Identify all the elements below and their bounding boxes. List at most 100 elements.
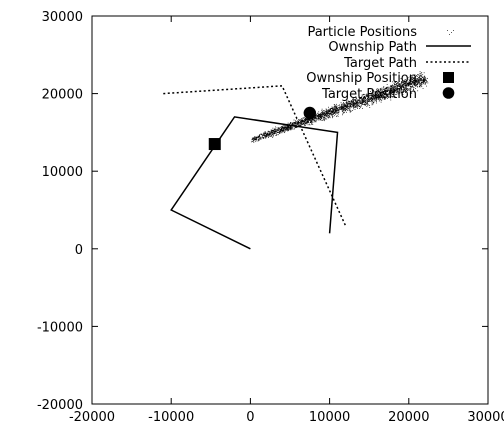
particle-point xyxy=(380,92,382,94)
particle-point xyxy=(405,83,407,85)
particle-point xyxy=(414,81,416,83)
particle-point xyxy=(333,111,335,113)
particle-point xyxy=(288,129,290,131)
particle-point xyxy=(396,91,398,92)
particle-point xyxy=(371,98,373,100)
particle-point xyxy=(402,82,404,83)
particle-point xyxy=(375,97,376,98)
particle-point xyxy=(294,127,296,129)
particle-point xyxy=(362,104,364,105)
particle-point xyxy=(332,111,334,113)
particle-point xyxy=(330,112,332,114)
particle-point xyxy=(366,99,368,101)
particle-point xyxy=(350,106,352,107)
y-tick-label: -20000 xyxy=(37,398,83,413)
particle-point xyxy=(277,130,278,131)
particle-point xyxy=(390,95,392,97)
particle-point xyxy=(359,101,360,103)
particle-point xyxy=(264,136,266,138)
particle-point xyxy=(414,80,416,82)
particle-point xyxy=(372,98,374,100)
particle-point xyxy=(403,89,404,90)
particle-point xyxy=(393,86,395,88)
particle-point xyxy=(371,96,372,98)
particle-point xyxy=(326,114,328,116)
particle-point xyxy=(285,127,287,129)
particle-point xyxy=(379,97,381,99)
particle-point xyxy=(366,98,368,100)
particle-point xyxy=(382,91,384,93)
particle-point xyxy=(329,113,331,114)
particle-point xyxy=(379,94,380,96)
particle-point xyxy=(355,105,356,107)
particle-point xyxy=(422,77,423,79)
particle-point xyxy=(264,135,266,137)
particle-point xyxy=(420,84,421,86)
particle-point xyxy=(253,138,255,140)
particle-point xyxy=(316,118,318,119)
particle-point xyxy=(325,112,327,114)
particle-point xyxy=(399,88,401,90)
particle-point xyxy=(395,85,397,87)
particle-point xyxy=(279,132,281,134)
particle-point xyxy=(413,88,415,90)
particle-point xyxy=(372,99,373,101)
particle-point xyxy=(323,116,325,118)
particle-point xyxy=(401,86,403,88)
particle-point xyxy=(371,100,373,102)
particle-point xyxy=(357,106,359,108)
particle-point xyxy=(421,80,423,82)
particle-point xyxy=(283,129,285,130)
particle-point xyxy=(339,107,341,108)
particle-point xyxy=(265,136,267,138)
particle-point xyxy=(291,126,292,128)
particle-point xyxy=(393,91,395,93)
particle-point xyxy=(351,104,353,105)
particle-point xyxy=(407,82,409,84)
particle-point xyxy=(332,107,334,109)
particle-point xyxy=(273,130,275,132)
particle-point xyxy=(336,112,338,114)
particle-point xyxy=(401,84,403,86)
particle-point xyxy=(281,129,282,131)
particle-point xyxy=(310,121,312,122)
particle-point xyxy=(366,103,368,105)
particle-point xyxy=(361,101,363,103)
particle-point xyxy=(312,118,313,120)
particle-point xyxy=(315,115,317,117)
particle-point xyxy=(296,123,298,125)
particle-point xyxy=(408,82,410,84)
particle-point xyxy=(268,134,269,136)
particle-point xyxy=(352,106,354,108)
particle-point xyxy=(405,90,406,92)
particle-point xyxy=(304,122,306,123)
particle-point xyxy=(329,108,331,110)
particle-point xyxy=(329,111,330,113)
particle-point xyxy=(356,106,358,108)
particle-point xyxy=(253,140,255,142)
particle-point xyxy=(353,104,355,106)
particle-point xyxy=(378,95,380,97)
particle-point xyxy=(389,91,390,92)
particle-point xyxy=(316,119,317,121)
particle-point xyxy=(360,103,361,105)
particle-point xyxy=(316,116,318,117)
particle-point xyxy=(414,81,416,83)
particle-point xyxy=(357,103,359,105)
particle-point xyxy=(420,78,422,80)
particle-point xyxy=(322,115,323,117)
particle-point xyxy=(313,120,315,121)
particle-point xyxy=(327,109,329,111)
particle-point xyxy=(418,77,420,78)
particle-point xyxy=(350,110,352,112)
particle-point xyxy=(310,122,312,124)
particle-point xyxy=(284,131,285,133)
particle-point xyxy=(417,82,419,84)
particle-point xyxy=(380,89,382,91)
particle-point xyxy=(343,104,345,106)
particle-point xyxy=(331,106,333,108)
particle-point xyxy=(345,109,347,111)
particle-point xyxy=(396,88,398,90)
particle-point xyxy=(416,80,418,82)
particle-point xyxy=(304,122,306,124)
